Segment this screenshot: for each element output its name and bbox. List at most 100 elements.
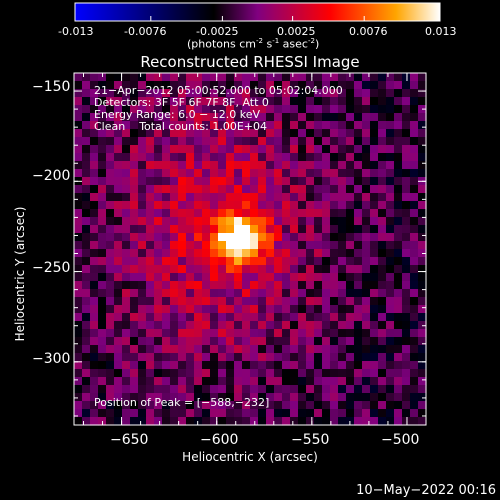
heatmap-cell	[138, 345, 147, 354]
heatmap-cell	[82, 249, 91, 258]
heatmap-cell	[146, 249, 155, 258]
heatmap-cell	[170, 169, 179, 178]
heatmap-cell	[370, 73, 379, 82]
heatmap-cell	[266, 393, 275, 402]
heatmap-cell	[402, 81, 411, 90]
heatmap-cell	[226, 105, 235, 114]
heatmap-cell	[330, 401, 339, 410]
heatmap-cell	[346, 409, 355, 418]
heatmap-cell	[194, 289, 203, 298]
heatmap-cell	[386, 169, 395, 178]
heatmap-cell	[314, 377, 323, 386]
heatmap-cell	[298, 313, 307, 322]
heatmap-cell	[386, 289, 395, 298]
heatmap-cell	[154, 97, 163, 106]
heatmap-cell	[138, 97, 147, 106]
heatmap-cell	[194, 73, 203, 82]
heatmap-cell	[154, 361, 163, 370]
heatmap-cell	[354, 313, 363, 322]
heatmap-cell	[346, 153, 355, 162]
heatmap-cell	[154, 401, 163, 410]
heatmap-cell	[82, 321, 91, 330]
heatmap-cell	[378, 97, 387, 106]
heatmap-cell	[186, 113, 195, 122]
heatmap-cell	[202, 233, 211, 242]
heatmap-cell	[394, 305, 403, 314]
heatmap-cell	[274, 321, 283, 330]
heatmap-cell	[290, 153, 299, 162]
heatmap-cell	[322, 97, 331, 106]
heatmap-cell	[194, 225, 203, 234]
heatmap-cell	[130, 377, 139, 386]
heatmap-cell	[282, 225, 291, 234]
heatmap-cell	[266, 209, 275, 218]
heatmap-cell	[282, 345, 291, 354]
heatmap-cell	[74, 169, 83, 178]
heatmap-cell	[178, 217, 187, 226]
heatmap-cell	[98, 281, 107, 290]
heatmap-cell	[314, 217, 323, 226]
heatmap-cell	[74, 369, 83, 378]
heatmap-cell	[386, 185, 395, 194]
heatmap-cell	[282, 409, 291, 418]
heatmap-cell	[410, 185, 419, 194]
heatmap-cell	[234, 97, 243, 106]
heatmap-cell	[154, 257, 163, 266]
heatmap-cell	[154, 193, 163, 202]
heatmap-cell	[378, 409, 387, 418]
heatmap-cell	[314, 337, 323, 346]
heatmap-cell	[418, 73, 427, 82]
heatmap-cell	[418, 217, 427, 226]
heatmap-cell	[106, 305, 115, 314]
heatmap-cell	[418, 233, 427, 242]
heatmap-cell	[138, 409, 147, 418]
heatmap-cell	[202, 321, 211, 330]
heatmap-cell	[330, 177, 339, 186]
heatmap-cell	[234, 73, 243, 82]
heatmap-cell	[130, 361, 139, 370]
heatmap-cell	[162, 113, 171, 122]
heatmap-cell	[106, 417, 115, 426]
heatmap-cell	[178, 233, 187, 242]
heatmap-cell	[418, 377, 427, 386]
heatmap-cell	[338, 409, 347, 418]
heatmap-cell	[146, 185, 155, 194]
heatmap-cell	[242, 249, 251, 258]
heatmap-cell	[338, 281, 347, 290]
heatmap-cell	[90, 265, 99, 274]
heatmap-cell	[394, 313, 403, 322]
heatmap-cell	[274, 161, 283, 170]
heatmap-cell	[370, 409, 379, 418]
heatmap-cell	[258, 201, 267, 210]
heatmap-cell	[346, 241, 355, 250]
heatmap-cell	[250, 145, 259, 154]
heatmap-cell	[178, 377, 187, 386]
heatmap-cell	[178, 129, 187, 138]
heatmap-cell	[130, 329, 139, 338]
heatmap-cell	[378, 417, 387, 426]
heatmap-cell	[234, 185, 243, 194]
heatmap-cell	[282, 369, 291, 378]
heatmap-cell	[378, 177, 387, 186]
heatmap-cell	[274, 337, 283, 346]
heatmap-cell	[330, 409, 339, 418]
heatmap-cell	[178, 257, 187, 266]
heatmap-cell	[362, 97, 371, 106]
heatmap-cell	[394, 369, 403, 378]
heatmap-cell	[394, 361, 403, 370]
heatmap-cell	[146, 121, 155, 130]
heatmap-cell	[210, 393, 219, 402]
heatmap-cell	[258, 121, 267, 130]
heatmap-cell	[274, 281, 283, 290]
heatmap-cell	[194, 217, 203, 226]
heatmap-cell	[362, 105, 371, 114]
heatmap-cell	[290, 297, 299, 306]
heatmap-cell	[314, 361, 323, 370]
heatmap-cell	[282, 289, 291, 298]
heatmap-cell	[274, 329, 283, 338]
heatmap-cell	[386, 321, 395, 330]
heatmap-cell	[226, 369, 235, 378]
heatmap-cell	[170, 305, 179, 314]
heatmap-cell	[186, 225, 195, 234]
heatmap-cell	[386, 217, 395, 226]
